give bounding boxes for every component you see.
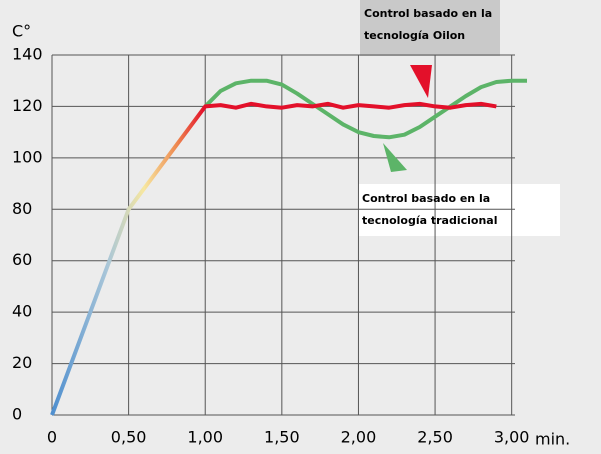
y-tick-label: 140 (12, 45, 43, 64)
x-tick-label: 0,50 (111, 428, 147, 447)
y-tick-label: 60 (12, 250, 32, 269)
x-tick-label: 1,00 (187, 428, 223, 447)
legend-label: tecnología Oilon (364, 29, 465, 42)
legend-label: tecnología tradicional (362, 214, 497, 227)
x-tick-label: 0 (47, 428, 57, 447)
legend-label: Control basado en la (362, 192, 490, 205)
x-tick-label: 3,00 (494, 428, 530, 447)
y-tick-label: 20 (12, 353, 32, 372)
y-tick-label: 0 (12, 405, 22, 424)
legend-label: Control basado en la (364, 7, 492, 20)
x-axis-label: min. (535, 430, 570, 449)
chart: C° min. 0 20 40 60 80 100 120 140 0 0,50 1,00 1,50 2… (0, 0, 601, 454)
x-tick-label: 2,50 (417, 428, 453, 447)
y-tick-label: 100 (12, 147, 43, 166)
y-tick-label: 80 (12, 199, 32, 218)
x-tick-label: 2,00 (341, 428, 377, 447)
y-tick-label: 40 (12, 302, 32, 321)
y-axis-label: C° (12, 22, 31, 41)
x-tick-label: 1,50 (264, 428, 300, 447)
y-tick-label: 120 (12, 96, 43, 115)
